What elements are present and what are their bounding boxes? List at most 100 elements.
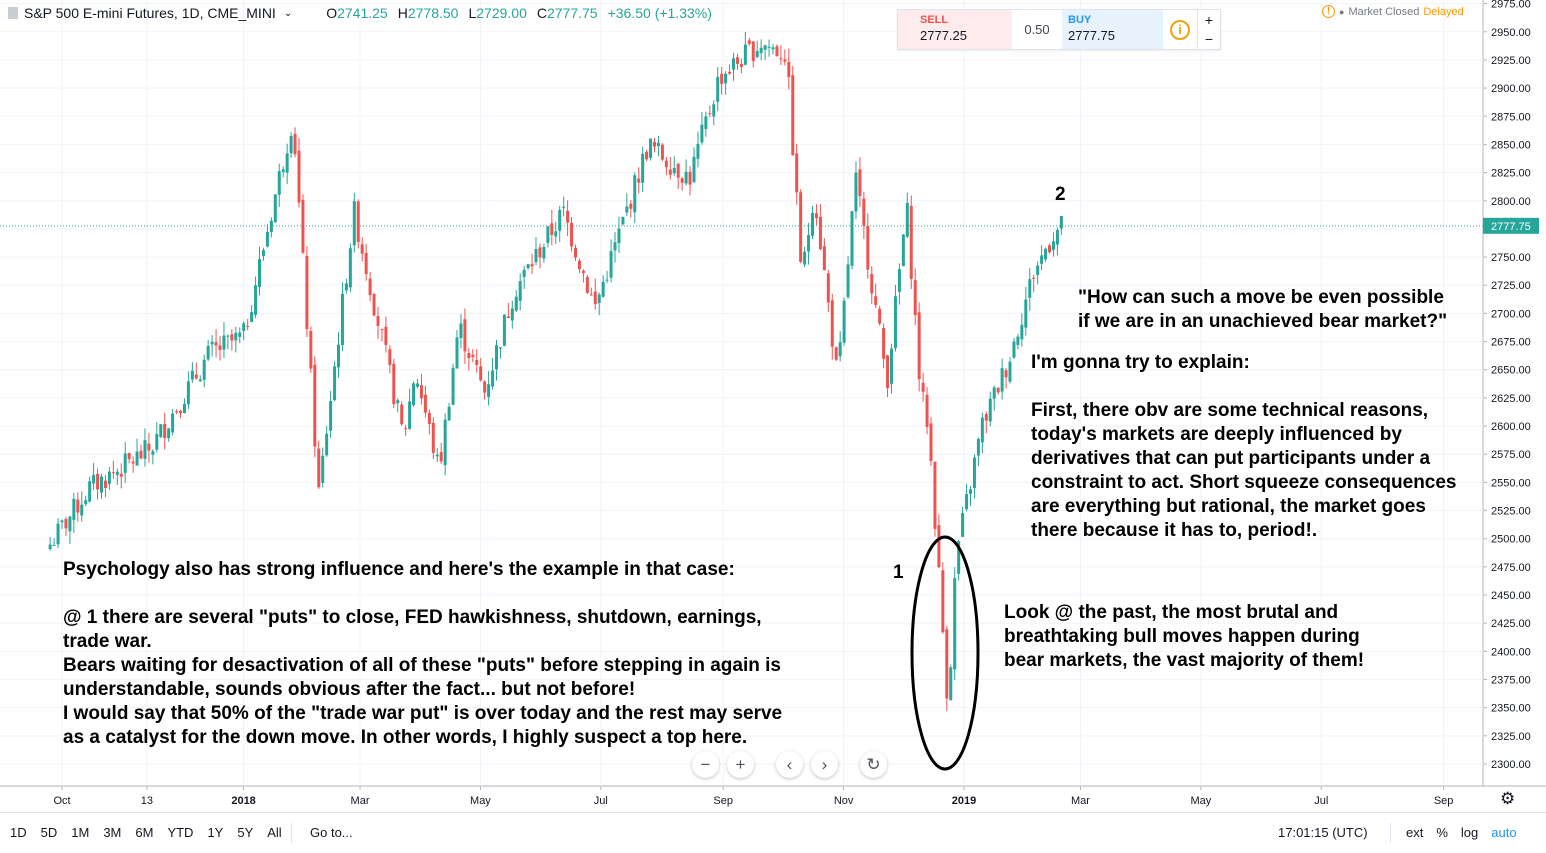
close-value: 2777.75 (546, 5, 598, 21)
range-5d[interactable]: 5D (40, 825, 58, 840)
gear-icon[interactable]: ⚙ (1500, 789, 1516, 808)
candle-body (574, 247, 578, 258)
goto-button[interactable]: Go to... (310, 825, 353, 840)
candle-body (64, 518, 68, 529)
candle-body (937, 525, 941, 568)
y-tick-label: 2900.00 (1491, 83, 1531, 95)
reset-button[interactable]: ↻ (860, 751, 887, 778)
range-6m[interactable]: 6M (135, 825, 154, 840)
candle-body (822, 246, 826, 271)
candle-body (463, 319, 467, 352)
candle-body (613, 242, 617, 251)
zoom-in-button[interactable]: + (727, 751, 754, 778)
delayed-badge: Delayed (1423, 5, 1464, 18)
buy-price: 2777.75 (1068, 28, 1115, 43)
candle-body (423, 394, 427, 413)
quantity-stepper[interactable]: + − (1197, 10, 1220, 49)
candle-body (352, 201, 356, 246)
range-3m[interactable]: 3M (103, 825, 122, 840)
candle-body (775, 46, 779, 57)
plus-icon[interactable]: + (1204, 11, 1214, 28)
candle-body (601, 281, 605, 297)
x-tick-label: May (1190, 795, 1211, 807)
auto-toggle[interactable]: auto (1491, 825, 1517, 840)
candle-body (799, 192, 803, 262)
y-tick-label: 2650.00 (1491, 365, 1531, 377)
candle-body (100, 476, 104, 493)
y-tick-label: 2525.00 (1491, 506, 1531, 518)
range-1m[interactable]: 1M (71, 825, 90, 840)
buy-button[interactable]: BUY 2777.75 (1062, 10, 1163, 49)
candle-body (1016, 336, 1020, 346)
candle-body (605, 279, 609, 281)
candle-body (123, 453, 127, 473)
range-1y[interactable]: 1Y (207, 825, 224, 840)
candle-body (439, 452, 443, 462)
candle-body (159, 424, 163, 437)
percent-toggle[interactable]: % (1436, 825, 1448, 840)
candle-body (893, 296, 897, 349)
candle-body (767, 46, 771, 48)
ext-toggle[interactable]: ext (1406, 825, 1424, 840)
range-1d[interactable]: 1D (10, 825, 27, 840)
chevron-down-icon[interactable]: ⌄ (283, 7, 293, 19)
candle-body (1055, 229, 1059, 245)
zoom-out-button[interactable]: − (692, 751, 719, 778)
candle-body (629, 203, 633, 209)
price-chart[interactable]: 2300.00 2325.00 2350.00 2375.00 2400.00 2425.… (0, 0, 1546, 812)
sell-button[interactable]: SELL 2777.25 (898, 10, 1012, 49)
candle-body (597, 294, 601, 303)
candle-body (80, 504, 84, 516)
candle-body (131, 461, 135, 464)
candle-body (388, 349, 392, 365)
candle-body (901, 234, 905, 266)
candle-body (660, 144, 664, 160)
candle-body (435, 454, 439, 457)
y-tick-label: 2825.00 (1491, 168, 1531, 180)
candle-body (269, 220, 273, 233)
candle-body (1032, 277, 1036, 279)
candle-body (210, 341, 214, 345)
candle-body (514, 296, 518, 311)
candle-body (88, 481, 92, 502)
candle-body (1044, 248, 1048, 260)
candle-body (676, 163, 680, 178)
candle-body (957, 541, 961, 574)
candle-body (408, 401, 412, 429)
y-tick-label: 2550.00 (1491, 477, 1531, 489)
candle-body (759, 47, 763, 53)
symbol-selector[interactable]: S&P 500 E-mini Futures, 1D, CME_MINI ⌄ (0, 5, 292, 21)
y-tick-label: 2800.00 (1491, 196, 1531, 208)
candle-body (491, 370, 495, 387)
candle-body (285, 153, 289, 173)
scroll-left-button[interactable]: ‹ (776, 751, 803, 778)
candle-body (344, 283, 348, 291)
y-tick-label: 2600.00 (1491, 421, 1531, 433)
range-5y[interactable]: 5Y (237, 825, 254, 840)
candle-body (479, 366, 483, 381)
candle-body (732, 58, 736, 70)
time-axis: Oct 13 2018 Mar May Jul Sep Nov 2019 Mar May Jul Sep (53, 786, 1453, 807)
candle-body (818, 216, 822, 250)
range-ytd[interactable]: YTD (167, 825, 194, 840)
candle-body (60, 520, 64, 523)
candle-body (811, 213, 815, 236)
y-tick-label: 2750.00 (1491, 252, 1531, 264)
scroll-right-button[interactable]: › (811, 751, 838, 778)
last-price-label: 2777.75 (1491, 221, 1531, 233)
candle-body (337, 344, 341, 368)
range-all[interactable]: All (267, 825, 282, 840)
y-tick-label: 2575.00 (1491, 449, 1531, 461)
divider (291, 823, 292, 843)
spread-value: 0.50 (1024, 22, 1050, 37)
candle-body (581, 270, 585, 274)
warning-icon: ! (1322, 5, 1335, 18)
candle-body (570, 222, 574, 247)
explain-annotation: I'm gonna try to explain: (1031, 352, 1250, 373)
info-button[interactable]: i (1163, 10, 1197, 49)
log-toggle[interactable]: log (1460, 825, 1479, 840)
candle-body (467, 353, 471, 359)
candle-body (850, 211, 854, 266)
candle-body (716, 76, 720, 102)
minus-icon[interactable]: − (1204, 31, 1214, 48)
